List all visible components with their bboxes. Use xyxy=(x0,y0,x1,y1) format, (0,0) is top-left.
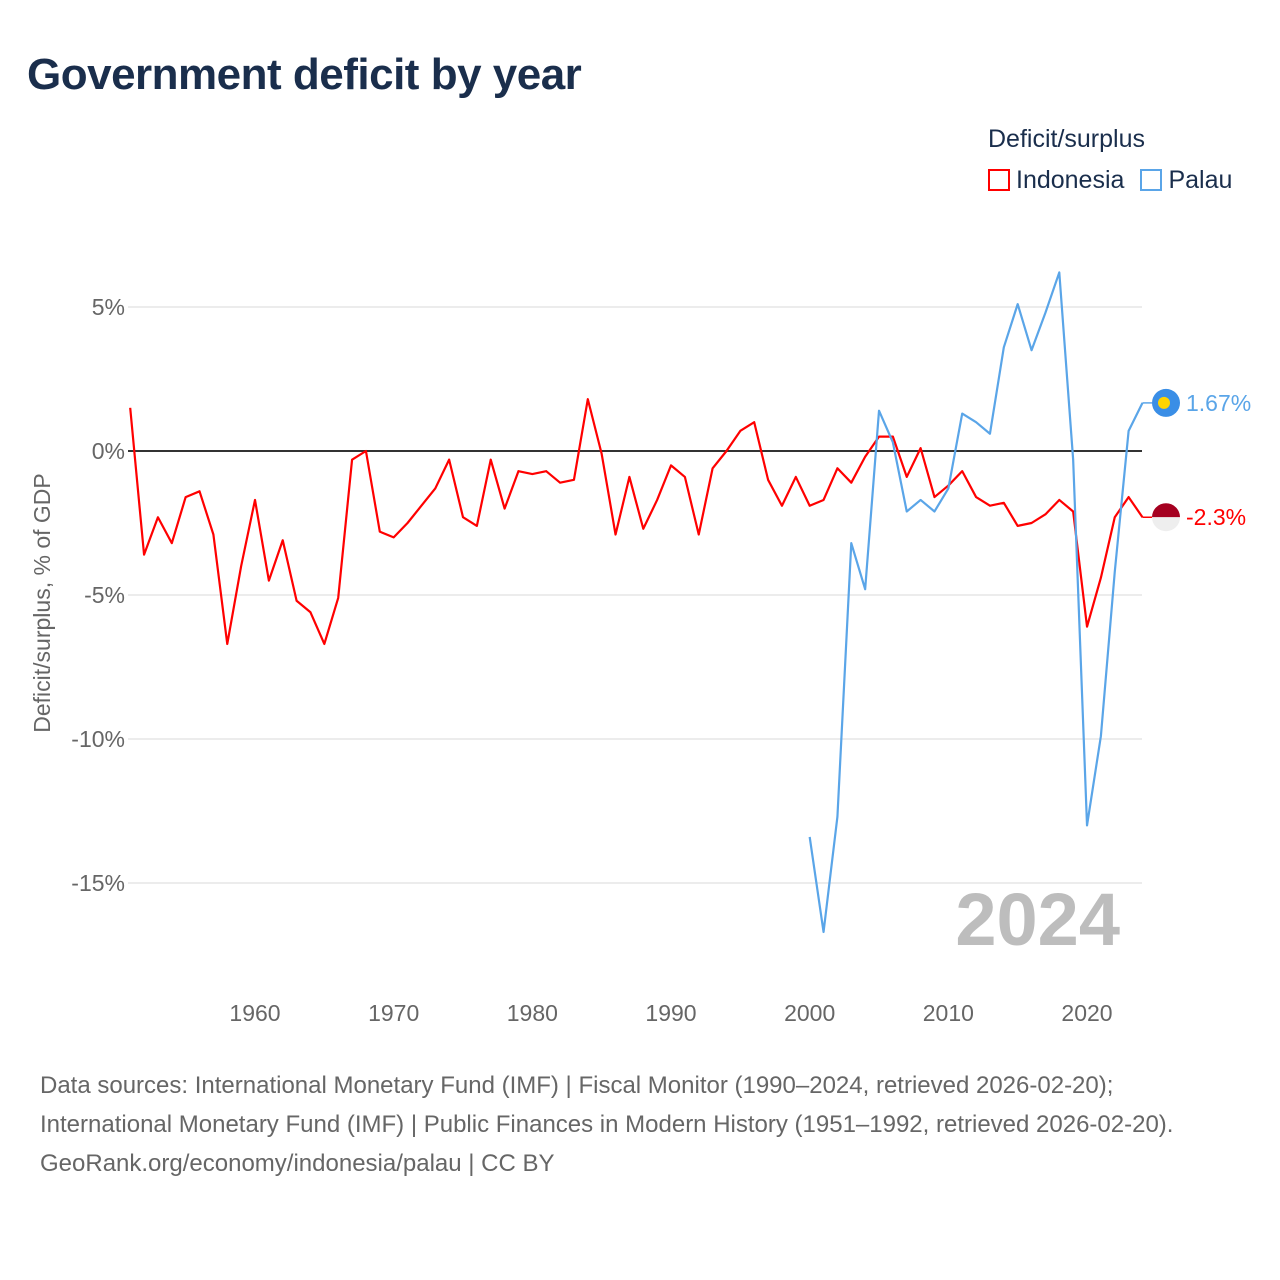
y-tick-label: -5% xyxy=(84,582,125,608)
y-axis-label: Deficit/surplus, % of GDP xyxy=(29,473,55,732)
legend: Indonesia Palau xyxy=(988,166,1232,195)
x-tick-label: 1980 xyxy=(507,1000,558,1026)
legend-title: Deficit/surplus xyxy=(988,125,1145,153)
end-value-label: 1.67% xyxy=(1186,390,1251,416)
year-watermark: 2024 xyxy=(955,878,1120,961)
chart-title: Government deficit by year xyxy=(27,50,582,99)
palau-flag-moon xyxy=(1158,396,1170,409)
series-line-palau xyxy=(808,271,1144,934)
end-value-label: -2.3% xyxy=(1186,504,1246,530)
legend-item-indonesia[interactable]: Indonesia xyxy=(988,166,1124,195)
x-tick-label: 1970 xyxy=(368,1000,419,1026)
footer: Data sources: International Monetary Fun… xyxy=(40,1066,1240,1183)
x-tick-label: 1990 xyxy=(645,1000,696,1026)
indonesia-flag-icon xyxy=(1152,503,1181,518)
series-line-indonesia xyxy=(129,398,1144,646)
x-tick-label: 2000 xyxy=(784,1000,835,1026)
y-tick-label: -15% xyxy=(71,870,125,896)
y-tick-label: 0% xyxy=(92,438,125,464)
indonesia-flag-white xyxy=(1152,517,1181,532)
y-tick-label: 5% xyxy=(92,294,125,320)
legend-item-palau[interactable]: Palau xyxy=(1140,166,1232,195)
x-tick-label: 1960 xyxy=(229,1000,280,1026)
credit-link[interactable]: GeoRank.org/economy/indonesia/palau | CC… xyxy=(40,1150,555,1177)
data-sources: Data sources: International Monetary Fun… xyxy=(40,1072,1174,1138)
y-tick-label: -10% xyxy=(71,726,125,752)
x-tick-label: 2020 xyxy=(1061,1000,1112,1026)
x-tick-label: 2010 xyxy=(923,1000,974,1026)
